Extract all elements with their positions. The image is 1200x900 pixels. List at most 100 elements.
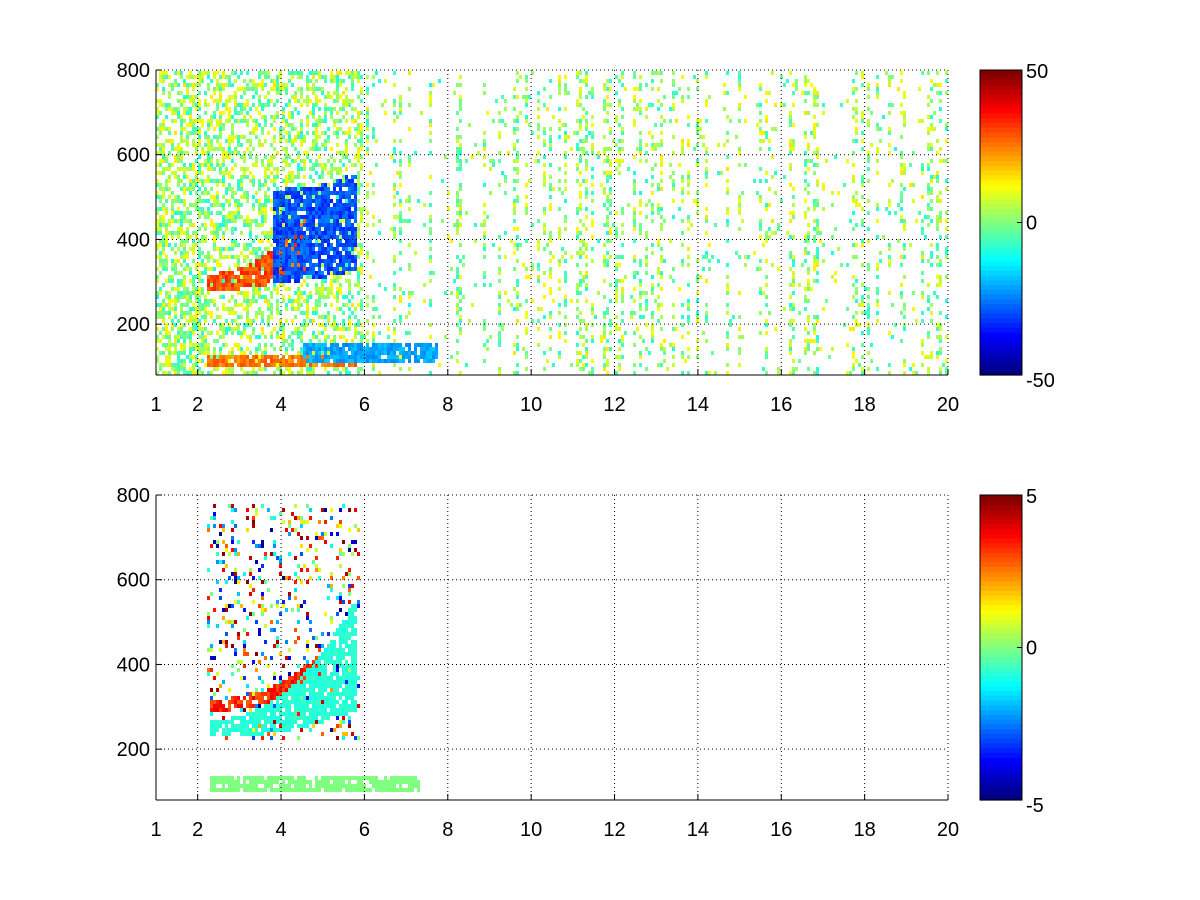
heatmap-cell [177,259,180,263]
heatmap-cell [213,303,216,307]
heatmap-cell [288,267,291,271]
heatmap-cell [264,155,267,159]
heatmap-cell [225,167,228,171]
heatmap-cell [498,367,501,371]
heatmap-cell [792,371,795,375]
heatmap-cell [342,295,345,299]
heatmap-cell [222,163,225,167]
heatmap-cell [321,291,324,295]
heatmap-cell [621,319,624,323]
heatmap-cell [351,359,354,363]
heatmap-cell [861,303,864,307]
heatmap-cell [303,151,306,155]
heatmap-cell [165,167,168,171]
heatmap-cell [375,163,378,167]
heatmap-cell [183,363,186,367]
heatmap-cell [204,315,207,319]
heatmap-cell [192,99,195,103]
heatmap-cell [360,139,363,143]
heatmap-cell [672,107,675,111]
heatmap-cell [162,311,165,315]
heatmap-cell [633,239,636,243]
heatmap-cell [861,371,864,375]
heatmap-cell [705,319,708,323]
heatmap-cell [336,71,339,75]
heatmap-cell [216,283,219,287]
heatmap-cell [399,151,402,155]
heatmap-cell [306,75,309,79]
heatmap-cell [162,363,165,367]
heatmap-cell [285,199,288,203]
heatmap-cell [651,291,654,295]
heatmap-cell [405,351,408,355]
heatmap-cell [429,175,432,179]
heatmap-cell [216,259,219,263]
heatmap-cell [252,271,255,275]
heatmap-cell [357,127,360,131]
heatmap-cell [183,359,186,363]
heatmap-cell [240,135,243,139]
heatmap-cell [207,75,210,79]
heatmap-cell [321,203,324,207]
heatmap-cell [261,107,264,111]
heatmap-cell [186,311,189,315]
heatmap-cell [657,71,660,75]
heatmap-cell [351,243,354,247]
heatmap-cell [759,83,762,87]
heatmap-cell [210,159,213,163]
heatmap-cell [222,355,225,359]
heatmap-cell [513,203,516,207]
heatmap-cell [300,135,303,139]
heatmap-cell [291,71,294,75]
heatmap-cell [558,119,561,123]
heatmap-cell [615,211,618,215]
heatmap-cell [168,343,171,347]
heatmap-cell [309,343,312,347]
heatmap-cell [207,303,210,307]
heatmap-cell [549,251,552,255]
heatmap-cell [321,171,324,175]
heatmap-cell [786,231,789,235]
heatmap-cell [453,279,456,283]
heatmap-cell [861,331,864,335]
heatmap-cell [195,207,198,211]
heatmap-cell [336,291,339,295]
heatmap-cell [297,255,300,259]
heatmap-cell [357,175,360,179]
heatmap-cell [207,175,210,179]
heatmap-cell [615,159,618,163]
heatmap-cell [159,195,162,199]
heatmap-cell [429,359,432,363]
heatmap-cell [342,359,345,363]
heatmap-cell [591,151,594,155]
heatmap-cell [204,99,207,103]
heatmap-cell [585,167,588,171]
heatmap-cell [258,179,261,183]
heatmap-cell [651,219,654,223]
heatmap-cell [792,275,795,279]
heatmap-cell [255,251,258,255]
heatmap-cell [378,343,381,347]
heatmap-cell [303,159,306,163]
heatmap-cell [483,183,486,187]
heatmap-cell [273,103,276,107]
heatmap-cell [459,299,462,303]
heatmap-cell [483,211,486,215]
heatmap-cell [609,323,612,327]
heatmap-cell [276,91,279,95]
heatmap-cell [558,207,561,211]
heatmap-cell [177,143,180,147]
heatmap-cell [186,139,189,143]
heatmap-cell [852,351,855,355]
heatmap-cell [171,343,174,347]
heatmap-cell [285,159,288,163]
heatmap-cell [282,243,285,247]
heatmap-cell [846,99,849,103]
heatmap-cell [288,343,291,347]
heatmap-cell [378,355,381,359]
heatmap-cell [267,231,270,235]
heatmap-cell [225,103,228,107]
heatmap-cell [300,103,303,107]
heatmap-cell [483,203,486,207]
heatmap-cell [516,335,519,339]
